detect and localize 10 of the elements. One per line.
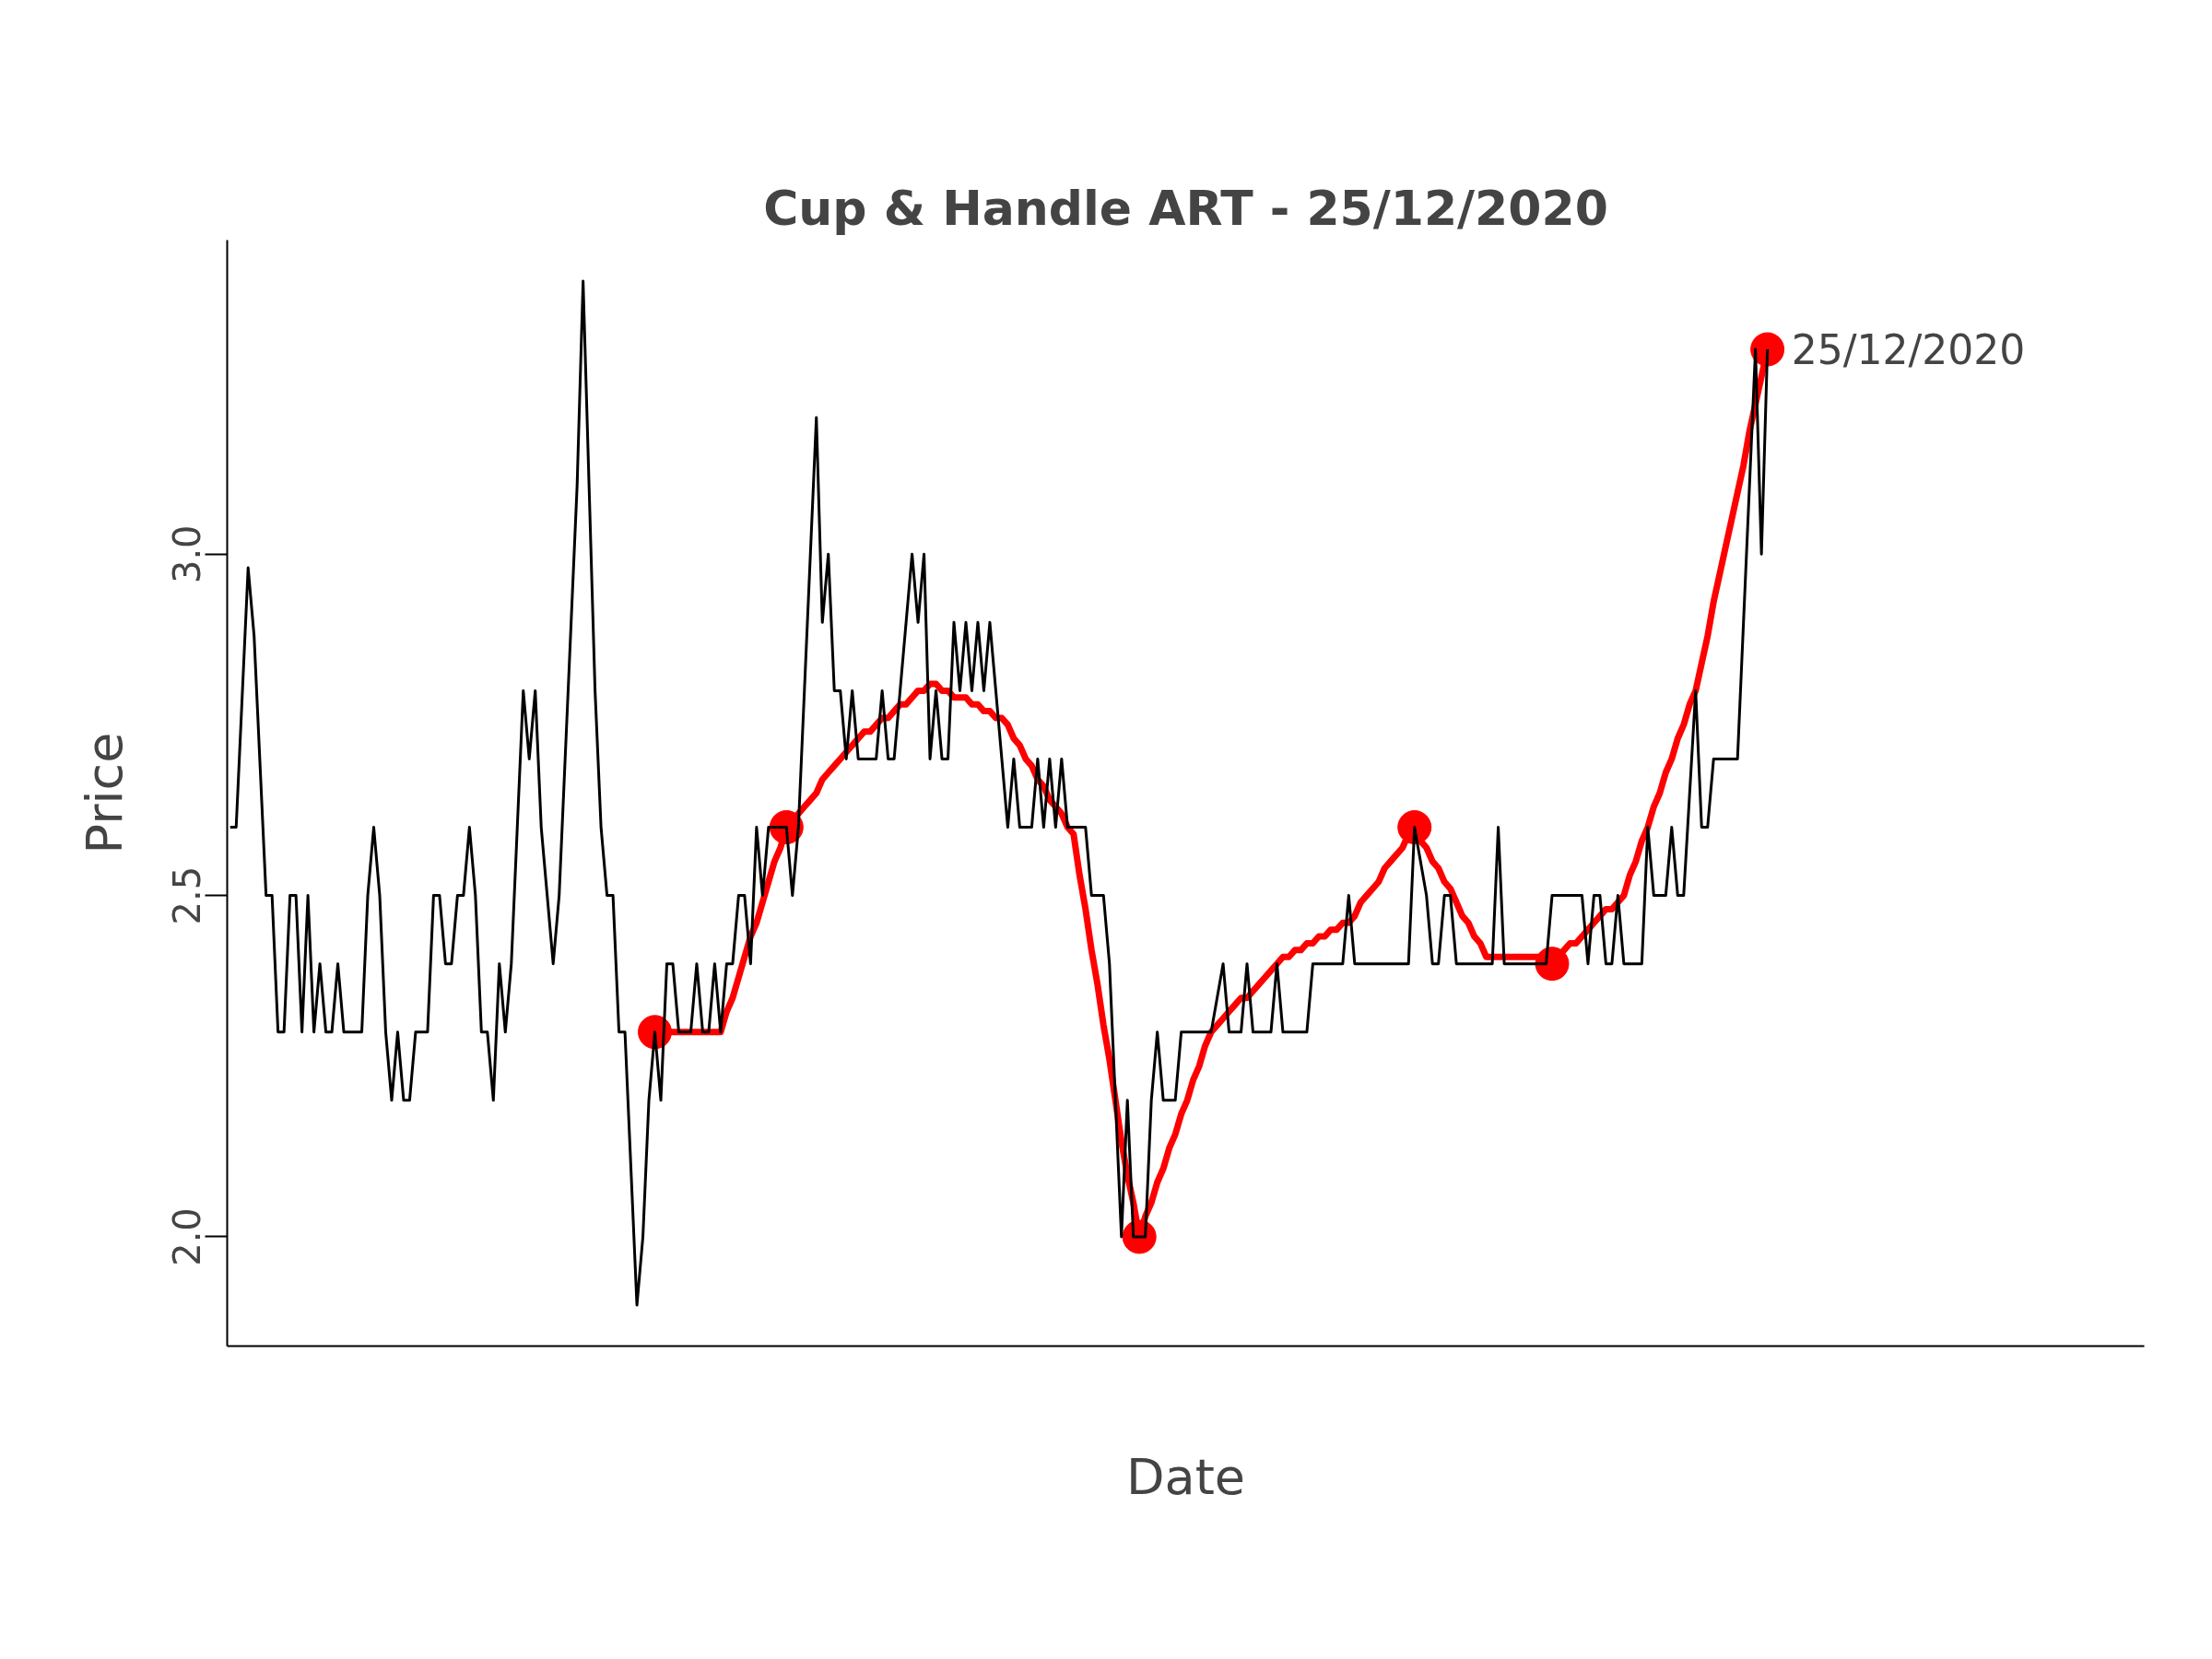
y-axis-title: Price [75,732,134,854]
point [1397,810,1432,844]
x-axis-title: Date [1125,1447,1246,1506]
text: 25/12/2020 [1791,325,2026,373]
y-tick-label: 2.5 [166,865,209,925]
y-tick-label: 2.0 [166,1207,209,1266]
chart-title: Cup & Handle ART - 25/12/2020 [763,180,1608,236]
point [1750,332,1785,367]
point [1535,947,1570,982]
y-tick-label: 3.0 [166,524,209,584]
